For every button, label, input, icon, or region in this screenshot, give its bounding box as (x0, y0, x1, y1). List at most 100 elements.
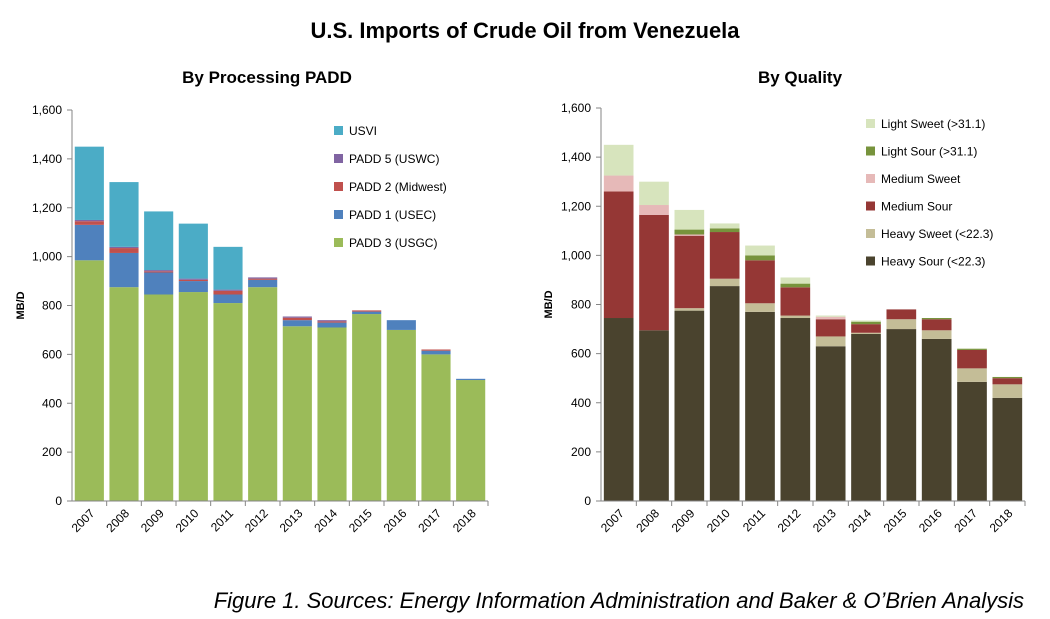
y-tick-label-0-1600: 1,600 (32, 103, 62, 117)
bar-padd-5-uswc-2010 (178, 278, 208, 280)
y-tick-label-1-400: 400 (571, 396, 591, 410)
x-tick-label-1-2012: 2012 (775, 506, 804, 535)
bar-medium-sour-2010 (709, 232, 740, 279)
bar-usvi-2010 (178, 223, 208, 279)
bar-light-sour-31-1-2010 (709, 228, 740, 233)
y-tick-label-1-800: 800 (571, 298, 591, 312)
legend-label-medium-sour: Medium Sour (881, 200, 952, 214)
x-tick-label-1-2010: 2010 (704, 506, 733, 535)
legend-label-light-sour-31-1: Light Sour (>31.1) (881, 145, 977, 159)
bar-padd-2-midwest-2014 (317, 321, 347, 323)
bar-padd-3-usgc-2011 (213, 303, 243, 501)
bar-heavy-sweet-22-3-2016 (921, 330, 952, 339)
bar-padd-5-uswc-2011 (213, 289, 243, 291)
bar-padd-1-usec-2011 (213, 294, 243, 304)
legend-swatch-heavy-sweet-22-3 (866, 229, 875, 238)
bar-heavy-sweet-22-3-2013 (815, 336, 846, 347)
bar-usvi-2011 (213, 246, 243, 290)
bar-padd-1-usec-2009 (144, 272, 174, 295)
bar-heavy-sour-22-3-2008 (639, 330, 669, 501)
y-tick-label-1-1400: 1,400 (561, 150, 591, 164)
bar-heavy-sweet-22-3-2009 (674, 308, 705, 311)
y-tick-label-1-1200: 1,200 (561, 199, 591, 213)
bar-padd-2-midwest-2012 (248, 278, 278, 280)
bar-medium-sweet-2013 (815, 316, 846, 320)
legend-label-padd-3-usgc: PADD 3 (USGC) (349, 236, 437, 250)
bar-light-sweet-31-1-2013 (815, 315, 846, 317)
bar-light-sweet-31-1-2010 (709, 223, 740, 229)
bar-medium-sour-2014 (851, 324, 881, 333)
bar-heavy-sweet-22-3-2015 (886, 319, 917, 330)
bar-usvi-2007 (74, 146, 104, 220)
bar-padd-1-usec-2014 (317, 322, 347, 328)
bar-padd-2-midwest-2010 (178, 279, 208, 282)
bar-heavy-sweet-22-3-2017 (957, 368, 987, 382)
bar-padd-5-uswc-2013 (282, 316, 312, 318)
bar-padd-2-midwest-2009 (144, 271, 174, 273)
bar-padd-3-usgc-2007 (74, 260, 104, 501)
bar-medium-sour-2013 (815, 319, 846, 337)
y-tick-label-1-1000: 1,000 (561, 248, 591, 262)
bar-light-sweet-31-1-2009 (674, 209, 705, 230)
y-tick-label-0-800: 800 (42, 299, 62, 313)
bar-padd-1-usec-2012 (248, 279, 278, 288)
bar-medium-sweet-2009 (674, 234, 705, 236)
bar-usvi-2009 (144, 211, 174, 271)
y-tick-label-0-1000: 1,000 (32, 250, 62, 264)
bar-light-sweet-31-1-2008 (639, 181, 669, 206)
y-tick-label-1-200: 200 (571, 445, 591, 459)
bar-padd-3-usgc-2010 (178, 292, 208, 501)
bar-padd-3-usgc-2015 (352, 314, 382, 501)
x-tick-label-1-2015: 2015 (881, 506, 910, 535)
bar-heavy-sour-22-3-2011 (745, 311, 775, 501)
bar-heavy-sweet-22-3-2018 (992, 384, 1023, 398)
y-axis-label-1: MB/D (543, 290, 555, 318)
x-tick-label-1-2014: 2014 (845, 506, 874, 535)
x-tick-label-1-2008: 2008 (633, 506, 662, 535)
bar-padd-5-uswc-2009 (144, 270, 174, 272)
legend-swatch-light-sweet-31-1 (866, 119, 875, 128)
bar-padd-1-usec-2013 (282, 320, 312, 327)
bar-heavy-sour-22-3-2016 (921, 338, 952, 501)
bar-light-sour-31-1-2014 (851, 321, 881, 325)
y-tick-label-0-400: 400 (42, 396, 62, 410)
chart-title-0: By Processing PADD (182, 68, 352, 87)
bar-padd-3-usgc-2008 (109, 287, 139, 501)
bar-heavy-sour-22-3-2014 (851, 333, 881, 501)
chart-by-quality: By Quality MB/D 0 200 400 600 800 1,000 1,200 1,4… (543, 68, 1026, 535)
bar-padd-1-usec-2007 (74, 224, 104, 261)
legend-swatch-medium-sweet (866, 174, 875, 183)
bar-heavy-sour-22-3-2009 (674, 310, 705, 501)
bar-padd-3-usgc-2012 (248, 287, 278, 501)
bar-medium-sour-2017 (957, 349, 987, 369)
legend-label-heavy-sweet-22-3: Heavy Sweet (<22.3) (881, 227, 993, 241)
bar-padd-3-usgc-2016 (386, 329, 416, 501)
bar-heavy-sour-22-3-2015 (886, 329, 917, 501)
bar-medium-sour-2011 (745, 260, 775, 304)
bar-padd-3-usgc-2014 (317, 327, 347, 501)
bar-usvi-2008 (109, 182, 139, 247)
bar-padd-5-uswc-2014 (317, 320, 347, 322)
legend-label-padd-2-midwest: PADD 2 (Midwest) (349, 180, 447, 194)
bar-padd-2-midwest-2008 (109, 248, 139, 253)
y-tick-label-0-0: 0 (55, 494, 62, 508)
bar-light-sweet-31-1-2007 (603, 144, 634, 176)
y-tick-label-1-0: 0 (584, 494, 591, 508)
bar-heavy-sour-22-3-2012 (780, 318, 811, 501)
legend-swatch-padd-5-uswc (334, 154, 343, 163)
bar-heavy-sour-22-3-2018 (992, 397, 1023, 501)
bar-padd-1-usec-2015 (352, 311, 382, 315)
legend-label-padd-5-uswc: PADD 5 (USWC) (349, 152, 439, 166)
x-tick-label-1-2016: 2016 (916, 506, 945, 535)
bar-light-sweet-31-1-2012 (780, 277, 811, 284)
bar-heavy-sour-22-3-2007 (603, 318, 634, 501)
bar-heavy-sour-22-3-2017 (957, 381, 987, 501)
bar-medium-sour-2009 (674, 235, 705, 309)
bar-padd-2-midwest-2013 (282, 317, 312, 321)
bar-light-sweet-31-1-2014 (851, 320, 881, 322)
bar-padd-1-usec-2016 (386, 320, 416, 330)
legend-swatch-usvi (334, 126, 343, 135)
y-tick-label-1-600: 600 (571, 347, 591, 361)
bar-light-sweet-31-1-2011 (745, 245, 775, 256)
bar-heavy-sweet-22-3-2010 (709, 278, 740, 287)
